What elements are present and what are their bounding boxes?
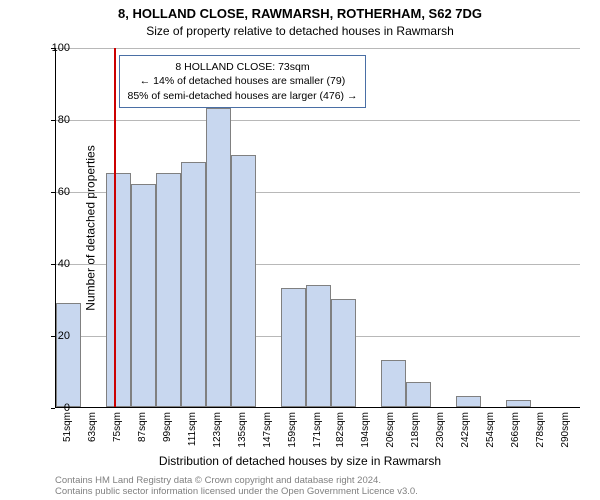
- x-tick-label: 147sqm: [262, 412, 273, 448]
- x-tick-label: 87sqm: [137, 412, 148, 442]
- histogram-bar: [106, 173, 131, 407]
- x-tick-label: 51sqm: [62, 412, 73, 442]
- histogram-bar: [56, 303, 81, 407]
- x-tick: 147sqm: [262, 412, 274, 454]
- chart-container: 8, HOLLAND CLOSE, RAWMARSH, ROTHERHAM, S…: [0, 0, 600, 500]
- x-tick-label: 290sqm: [560, 412, 571, 448]
- histogram-bar: [131, 184, 156, 407]
- y-tick-mark: [51, 120, 55, 121]
- y-tick-label: 40: [30, 258, 70, 270]
- x-tick-label: 135sqm: [237, 412, 248, 448]
- x-tick-label: 266sqm: [510, 412, 521, 448]
- y-tick-mark: [51, 336, 55, 337]
- y-tick-label: 80: [30, 114, 70, 126]
- reference-line: [114, 48, 116, 407]
- histogram-bar: [231, 155, 256, 407]
- annotation-line-3: 85% of semi-detached houses are larger (…: [128, 89, 358, 103]
- x-axis-label: Distribution of detached houses by size …: [0, 454, 600, 468]
- x-tick: 123sqm: [212, 412, 224, 454]
- footer-line-1: Contains HM Land Registry data © Crown c…: [55, 475, 418, 486]
- y-tick-mark: [51, 48, 55, 49]
- y-tick-label: 60: [30, 186, 70, 198]
- x-tick-label: 206sqm: [385, 412, 396, 448]
- annotation-line-1: 8 HOLLAND CLOSE: 73sqm: [128, 60, 358, 74]
- annotation-line-2: ← 14% of detached houses are smaller (79…: [128, 74, 358, 88]
- x-tick: 206sqm: [384, 412, 396, 454]
- histogram-bar: [381, 360, 406, 407]
- x-tick: 278sqm: [534, 412, 546, 454]
- x-tick-label: 254sqm: [485, 412, 496, 448]
- x-tick: 171sqm: [312, 412, 324, 454]
- x-tick-label: 278sqm: [535, 412, 546, 448]
- x-tick: 51sqm: [62, 412, 74, 454]
- gridline: [56, 48, 580, 49]
- x-tick: 159sqm: [287, 412, 299, 454]
- x-tick: 111sqm: [187, 412, 199, 454]
- x-tick-label: 63sqm: [87, 412, 98, 442]
- histogram-bar: [506, 400, 531, 407]
- histogram-bar: [281, 288, 306, 407]
- y-tick-label: 100: [30, 42, 70, 54]
- x-tick: 63sqm: [87, 412, 99, 454]
- x-tick-label: 75sqm: [112, 412, 123, 442]
- x-tick-label: 194sqm: [360, 412, 371, 448]
- annotation-box: 8 HOLLAND CLOSE: 73sqm← 14% of detached …: [119, 55, 367, 108]
- y-tick-mark: [51, 408, 55, 409]
- x-tick-label: 123sqm: [212, 412, 223, 448]
- x-tick-label: 159sqm: [287, 412, 298, 448]
- x-tick: 87sqm: [137, 412, 149, 454]
- x-tick: 218sqm: [409, 412, 421, 454]
- x-tick-label: 182sqm: [335, 412, 346, 448]
- histogram-bar: [156, 173, 181, 407]
- x-tick-label: 99sqm: [162, 412, 173, 442]
- gridline: [56, 120, 580, 121]
- x-tick-label: 171sqm: [312, 412, 323, 448]
- x-tick-label: 111sqm: [187, 412, 198, 446]
- x-tick-label: 230sqm: [435, 412, 446, 448]
- plot-area: 8 HOLLAND CLOSE: 73sqm← 14% of detached …: [55, 48, 580, 408]
- chart-subtitle: Size of property relative to detached ho…: [0, 24, 600, 38]
- histogram-bar: [331, 299, 356, 407]
- x-tick: 230sqm: [434, 412, 446, 454]
- footer-line-2: Contains public sector information licen…: [55, 486, 418, 497]
- histogram-bar: [206, 108, 231, 407]
- y-tick-mark: [51, 192, 55, 193]
- y-tick-mark: [51, 264, 55, 265]
- x-tick: 242sqm: [459, 412, 471, 454]
- x-tick: 182sqm: [334, 412, 346, 454]
- y-tick-label: 20: [30, 330, 70, 342]
- x-tick-label: 242sqm: [460, 412, 471, 448]
- x-tick: 75sqm: [112, 412, 124, 454]
- x-tick: 266sqm: [509, 412, 521, 454]
- histogram-bar: [456, 396, 481, 407]
- histogram-bar: [406, 382, 431, 407]
- x-tick: 135sqm: [237, 412, 249, 454]
- chart-title: 8, HOLLAND CLOSE, RAWMARSH, ROTHERHAM, S…: [0, 6, 600, 21]
- x-tick: 254sqm: [484, 412, 496, 454]
- x-tick-label: 218sqm: [410, 412, 421, 448]
- histogram-bar: [181, 162, 206, 407]
- histogram-bar: [306, 285, 331, 407]
- x-tick: 99sqm: [162, 412, 174, 454]
- x-tick: 290sqm: [559, 412, 571, 454]
- x-tick: 194sqm: [359, 412, 371, 454]
- footer-attribution: Contains HM Land Registry data © Crown c…: [55, 475, 418, 498]
